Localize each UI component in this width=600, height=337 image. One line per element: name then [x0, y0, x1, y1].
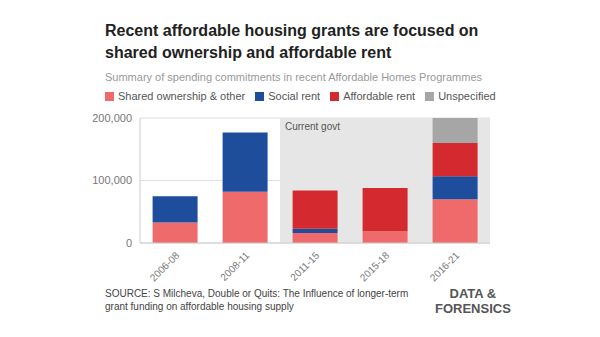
html-text:Affordable rent: Affordable rent [343, 90, 416, 102]
svg-text:2015-18: 2015-18 [358, 249, 392, 283]
svg-text:100,000: 100,000 [92, 174, 132, 186]
html-text:Recent affordable housing gran: Recent affordable housing grants are foc… [105, 22, 479, 61]
html-text:DATA &: DATA & [449, 286, 497, 301]
html-text:SOURCE: S Milcheva, Double or: SOURCE: S Milcheva, Double or Quits: The… [105, 288, 409, 312]
html-text:Social rent: Social rent [268, 90, 321, 102]
html-text:Summary of spending commitment: Summary of spending commitments in recen… [105, 71, 482, 83]
svg-text:200,000: 200,000 [92, 112, 132, 124]
svg-text:2011-15: 2011-15 [288, 249, 322, 283]
html-text:FORENSICS: FORENSICS [435, 301, 511, 316]
svg-text:Current govt: Current govt [285, 121, 340, 132]
svg-text:2016-21: 2016-21 [428, 249, 462, 283]
html-text:Shared ownership & other: Shared ownership & other [118, 90, 246, 102]
svg-text:2006-08: 2006-08 [148, 249, 182, 283]
svg-text:0: 0 [126, 237, 132, 249]
html-text:Unspecified: Unspecified [438, 90, 496, 102]
svg-text:2008-11: 2008-11 [218, 249, 252, 283]
